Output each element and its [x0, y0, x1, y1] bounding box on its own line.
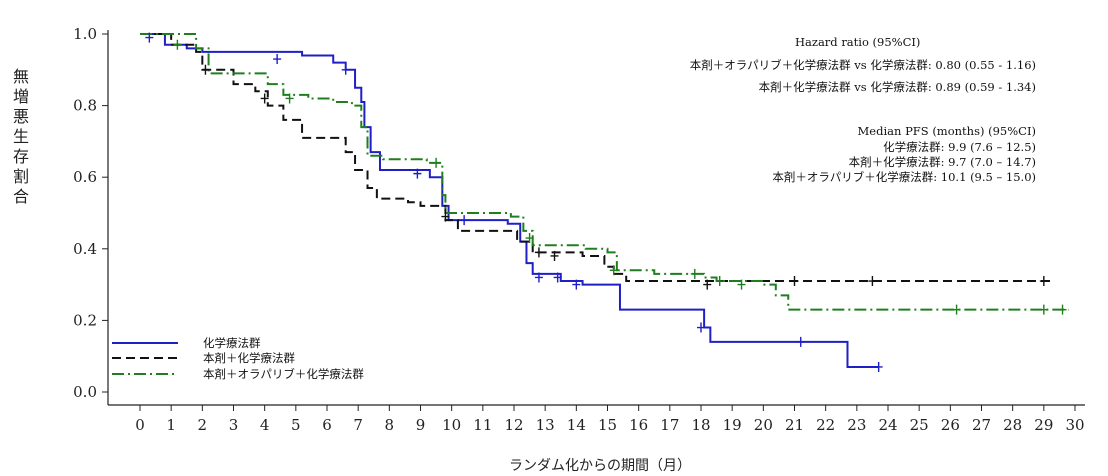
- x-tick-label: 11: [473, 416, 492, 434]
- y-label-char: 合: [13, 187, 29, 206]
- y-ticks: 0.0 0.2 0.4 0.6 0.8 1.0: [73, 25, 108, 401]
- y-tick-label: 0.6: [73, 168, 97, 186]
- censor-mark: [790, 276, 799, 287]
- x-tick-label: 27: [972, 416, 991, 434]
- y-label-char: 悪: [13, 107, 29, 126]
- censor-mark: [1058, 304, 1067, 315]
- annotation-hazard-ratio: Hazard ratio (95%CI) 本剤＋オラパリブ＋化学療法群 vs 化…: [690, 35, 1036, 94]
- censor-mark: [432, 157, 441, 168]
- legend-label-chemo: 化学療法群: [203, 336, 261, 350]
- hr-line-1: 本剤＋オラパリブ＋化学療法群 vs 化学療法群: 0.80 (0.55 - 1.…: [690, 58, 1036, 72]
- censor-mark: [868, 276, 877, 287]
- censor-mark: [534, 272, 543, 283]
- censor-mark: [690, 268, 699, 279]
- censor-mark: [441, 211, 450, 222]
- y-tick-label: 0.4: [73, 240, 97, 258]
- x-tick-label: 4: [260, 416, 270, 434]
- median-line-2: 本剤＋化学療法群: 9.7 (7.0 – 14.7): [849, 155, 1036, 169]
- y-tick-label: 0.0: [73, 383, 97, 401]
- x-tick-label: 14: [567, 416, 586, 434]
- x-tick-label: 23: [847, 416, 866, 434]
- x-tick-label: 2: [198, 416, 208, 434]
- x-tick-label: 7: [353, 416, 363, 434]
- x-tick-label: 20: [754, 416, 773, 434]
- censor-mark: [173, 39, 182, 50]
- censor-mark: [413, 168, 422, 179]
- x-tick-label: 12: [504, 416, 523, 434]
- x-tick-label: 15: [598, 416, 617, 434]
- plot-area: 0.00.20.40.60.81.0 0 1 2 3 4 5 6 7 8 9 10 11 12 13 14 1…: [73, 25, 1085, 434]
- censor-mark: [273, 54, 282, 65]
- censor-mark: [525, 233, 534, 244]
- censor-mark: [1039, 304, 1048, 315]
- x-tick-label: 6: [322, 416, 332, 434]
- x-ticks: 0 1 2 3 4 5 6 7 8 9 10 11 12 13 14 15 16 17 18 19 20 21 22 23 24…: [135, 405, 1085, 434]
- x-tick-label: 16: [629, 416, 648, 434]
- x-tick-label: 5: [291, 416, 301, 434]
- censor-mark: [145, 32, 154, 43]
- censor-mark: [534, 247, 543, 258]
- y-axis-label: 無増悪生存割合: [13, 67, 29, 206]
- censor-mark: [703, 279, 712, 290]
- y-label-char: 割: [13, 167, 29, 186]
- x-tick-label: 25: [910, 416, 929, 434]
- censor-mark: [952, 304, 961, 315]
- y-label-char: 無: [13, 67, 29, 86]
- legend-label-drug-olaparib-chemo: 本剤＋オラパリブ＋化学療法群: [203, 367, 364, 381]
- x-tick-label: 13: [536, 416, 555, 434]
- y-label-char: 増: [13, 87, 29, 106]
- y-tick-label: 1.0: [73, 25, 97, 43]
- censor-mark: [201, 64, 210, 75]
- x-tick-label: 28: [1003, 416, 1022, 434]
- censor-mark: [715, 276, 724, 287]
- y-tick-label: 0.8: [73, 97, 97, 115]
- km-curve-0: [140, 33, 879, 368]
- censor-mark: [260, 93, 269, 104]
- x-tick-label: 3: [229, 416, 239, 434]
- x-tick-label: 1: [166, 416, 176, 434]
- km-curve-1: [140, 33, 1051, 283]
- censor-mark: [737, 279, 746, 290]
- x-tick-label: 0: [135, 416, 145, 434]
- x-tick-label: 17: [660, 416, 679, 434]
- x-tick-label: 26: [941, 416, 960, 434]
- censor-mark: [460, 215, 469, 226]
- x-tick-label: 21: [785, 416, 804, 434]
- censor-mark: [572, 279, 581, 290]
- x-tick-label: 9: [416, 416, 426, 434]
- x-tick-label: 8: [385, 416, 395, 434]
- censor-mark: [874, 361, 883, 372]
- km-curves: [140, 33, 1069, 368]
- censor-marks: [145, 32, 1067, 372]
- x-tick-label: 18: [691, 416, 710, 434]
- median-line-1: 化学療法群: 9.9 (7.6 – 12.5): [883, 140, 1036, 154]
- censor-mark: [550, 250, 559, 261]
- censor-mark: [796, 336, 805, 347]
- legend: 化学療法群 本剤＋化学療法群 本剤＋オラパリブ＋化学療法群: [112, 336, 364, 381]
- legend-label-drug-chemo: 本剤＋化学療法群: [203, 351, 295, 365]
- censor-mark: [697, 322, 705, 333]
- x-tick-label: 29: [1034, 416, 1053, 434]
- censor-mark: [341, 64, 350, 75]
- median-title: Median PFS (months) (95%CI): [858, 124, 1036, 138]
- censor-mark: [285, 93, 294, 104]
- x-tick-label: 22: [816, 416, 835, 434]
- censor-mark: [609, 265, 618, 276]
- annotation-median-pfs: Median PFS (months) (95%CI) 化学療法群: 9.9 (…: [772, 124, 1036, 184]
- km-curve-2: [140, 33, 1069, 311]
- y-label-char: 生: [13, 127, 29, 146]
- hr-title: Hazard ratio (95%CI): [795, 35, 920, 49]
- y-label-char: 存: [13, 147, 29, 166]
- censor-mark: [1039, 276, 1048, 287]
- median-line-3: 本剤＋オラパリブ＋化学療法群: 10.1 (9.5 – 15.0): [772, 170, 1036, 184]
- x-axis-label: ランダム化からの期間（月）: [509, 458, 691, 474]
- censor-mark: [553, 272, 562, 283]
- y-tick-label: 0.2: [73, 311, 97, 329]
- hr-line-2: 本剤＋化学療法群 vs 化学療法群: 0.89 (0.59 - 1.34): [759, 80, 1036, 94]
- x-tick-label: 19: [723, 416, 742, 434]
- x-tick-label: 24: [878, 416, 897, 434]
- x-tick-label: 10: [442, 416, 461, 434]
- x-tick-label: 30: [1065, 416, 1084, 434]
